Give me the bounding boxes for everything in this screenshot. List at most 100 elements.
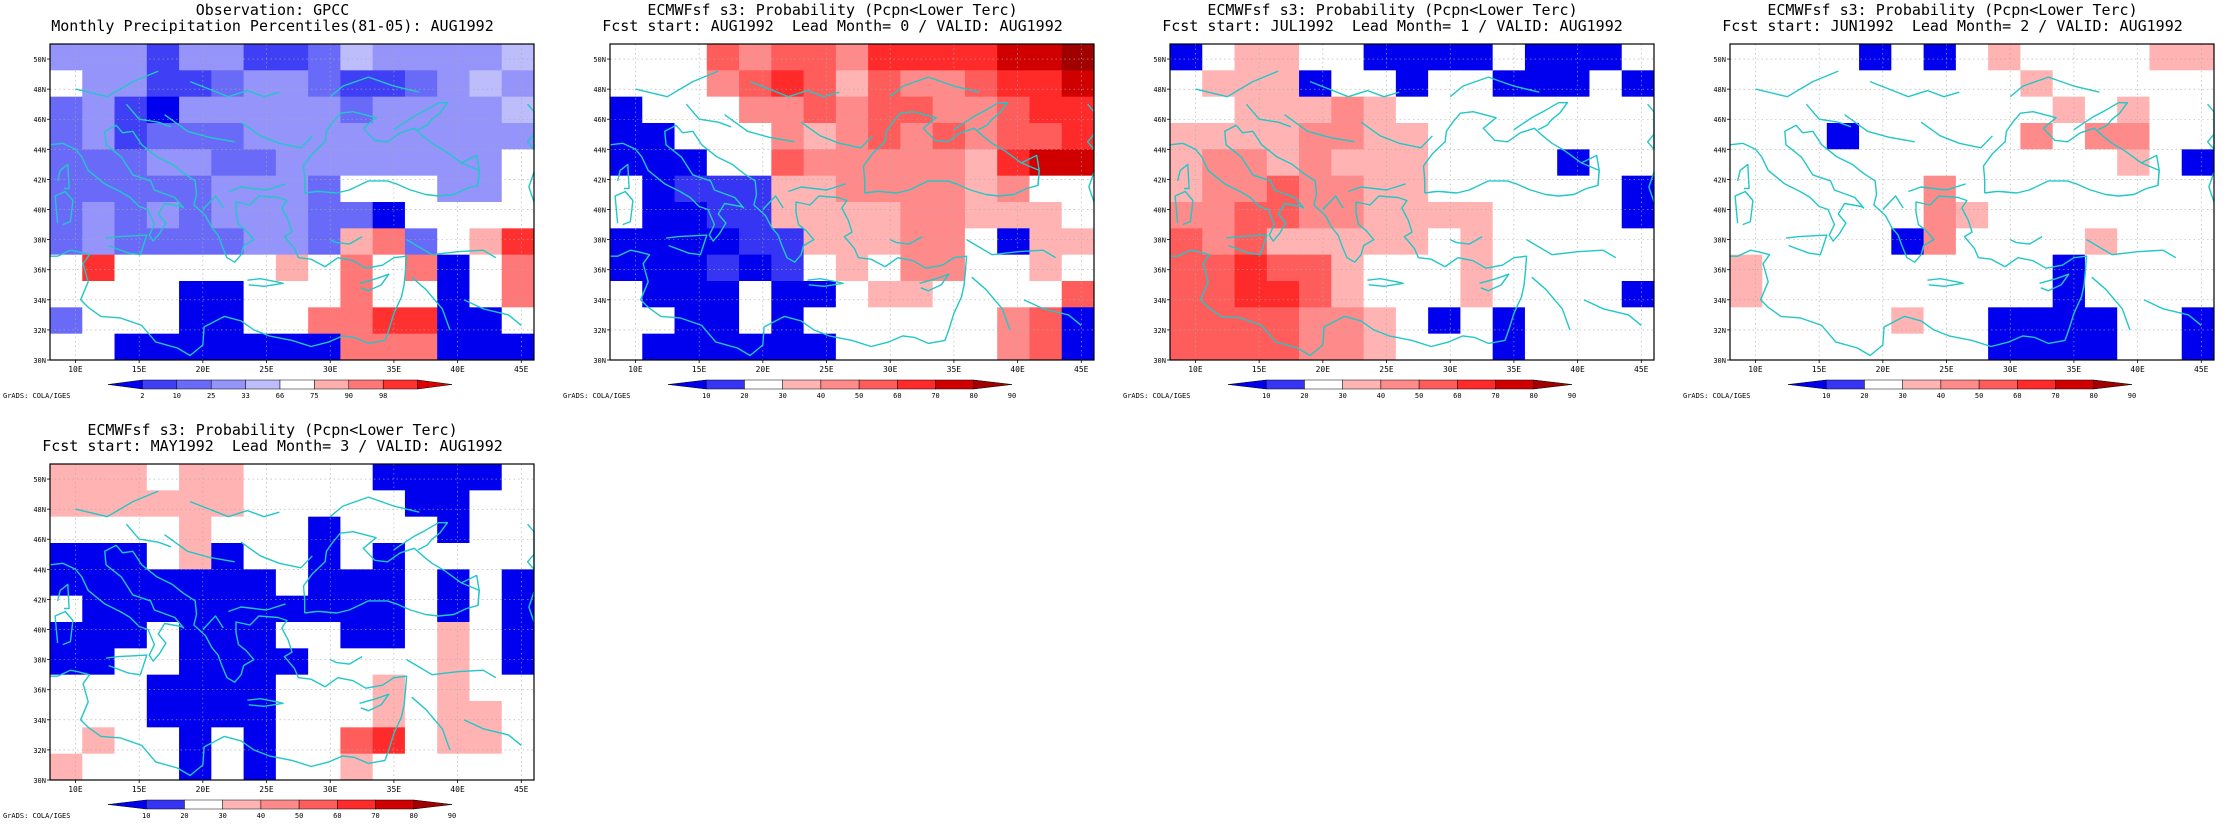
grid-cell [404, 543, 438, 570]
grid-cell [340, 70, 374, 98]
lat-tick-label: 42N [1153, 176, 1166, 184]
coastline [56, 163, 70, 190]
lat-tick-label: 36N [33, 267, 46, 275]
grid-cell [2052, 333, 2086, 361]
colorbar-label: 60 [333, 812, 341, 820]
grid-cell [1428, 70, 1461, 98]
lat-tick-label: 32N [593, 327, 606, 335]
grid-cell [674, 333, 708, 361]
grid-cell [2149, 254, 2183, 282]
grid-cell [243, 254, 277, 282]
grid-cell [1170, 333, 1203, 361]
colorbar-swatch [820, 379, 860, 390]
grid-cell [1029, 333, 1063, 361]
grid-cell [739, 44, 772, 71]
grid-cell [372, 228, 406, 256]
lon-tick-label: 10E [1188, 365, 1203, 374]
coastline [1021, 154, 1040, 186]
grid-cell [964, 149, 998, 177]
grid-cell [372, 543, 406, 570]
grid-cell [2084, 175, 2118, 203]
grid-cell [211, 149, 245, 177]
grid-cell [868, 70, 901, 98]
lon-tick-label: 40E [450, 785, 465, 794]
panel-forecast-lead3: ECMWFsf s3: Probability (Pcpn<Lower Terc… [0, 420, 545, 840]
grid-cell [340, 149, 374, 177]
colorbar-swatch [382, 379, 418, 390]
grid-cell [2052, 281, 2086, 308]
grid-cell [404, 44, 438, 71]
grid-cell [835, 202, 869, 229]
grid-cell [1762, 228, 1796, 256]
grid-cell [1794, 254, 1828, 282]
grid-cell [1460, 281, 1494, 308]
coastline [49, 544, 408, 777]
grid-cell [179, 753, 212, 781]
lat-tick-label: 34N [1713, 297, 1726, 305]
grid-cell [1524, 44, 1558, 71]
panel-subtitle: Fcst start: JUL1992 Lead Month= 1 / VALI… [1162, 17, 1623, 35]
grid-cell [2052, 96, 2086, 124]
grid-cell [1923, 44, 1957, 71]
grid-cell [2052, 123, 2086, 150]
grid-cell [50, 648, 83, 676]
grid-cell [243, 569, 277, 597]
grid-cell [1794, 281, 1828, 308]
grid-cell [469, 543, 503, 570]
coastline [1755, 70, 1839, 98]
grid-cell [179, 149, 212, 177]
grid-cell [308, 281, 341, 308]
grid-cells [610, 44, 1095, 361]
grid-cell [771, 149, 805, 177]
grid-cell [868, 202, 901, 229]
grid-cell [2020, 281, 2054, 308]
grid-cell [146, 464, 180, 491]
map-grid: 10E 15E 20E 25E 30E 35E 40E 45E 30N 32N 34N 36N 38N 4… [1713, 43, 2215, 374]
coastline [635, 70, 719, 98]
grid-cell [900, 228, 934, 256]
lon-tick-label: 10E [68, 365, 83, 374]
lat-tick-label: 38N [33, 657, 46, 665]
coastline [1225, 234, 1268, 256]
lon-tick-label: 45E [1634, 365, 1649, 374]
grid-cell [997, 44, 1030, 71]
grid-cell [437, 281, 470, 308]
coastline [2208, 171, 2215, 203]
grid-cell [1589, 44, 1623, 71]
grid-cell [2117, 202, 2150, 229]
grid-cell [1988, 44, 2021, 71]
grid-cell [308, 622, 341, 649]
colorbar-label: 70 [371, 812, 379, 820]
coastline [616, 163, 630, 190]
grid-cell [469, 701, 503, 728]
grid-cell [1061, 123, 1095, 150]
coastline [1805, 103, 1852, 128]
grid-cell [2084, 123, 2118, 150]
grid-cell [2149, 281, 2183, 308]
colorbar-label: 30 [778, 392, 786, 400]
coastline [1169, 124, 1528, 357]
grid-cell [1061, 228, 1095, 256]
grid-cell [1762, 123, 1796, 150]
grid-cell [964, 175, 998, 203]
grid-cell [114, 674, 148, 702]
colorbar-label: 90 [448, 812, 456, 820]
grid-cell [372, 753, 406, 781]
grid-cell [469, 70, 503, 98]
coastline [1531, 276, 1571, 331]
grid-cell [275, 648, 309, 676]
grid-cell [1266, 254, 1300, 282]
coastline [1920, 121, 1993, 149]
grid-cell [114, 701, 148, 728]
grid-cell [771, 333, 805, 361]
grid-cell [404, 569, 438, 597]
grid-cell [146, 674, 180, 702]
lon-tick-label: 45E [1074, 365, 1089, 374]
grid-cell [1331, 123, 1365, 150]
grid-cell [932, 254, 966, 282]
grid-cell [1492, 44, 1526, 71]
grid-cell [997, 254, 1030, 282]
grid-cell [1589, 149, 1623, 177]
lon-tick-label: 40E [1010, 365, 1025, 374]
grid-cell [2149, 333, 2183, 361]
